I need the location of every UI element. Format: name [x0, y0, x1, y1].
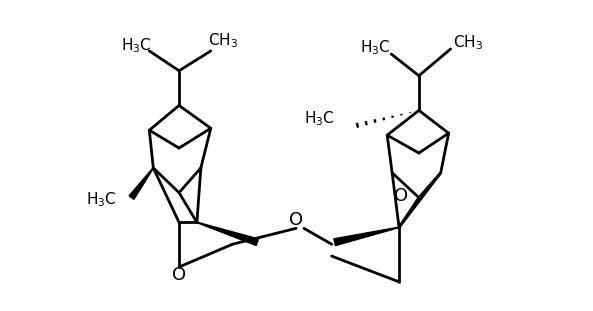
Polygon shape	[197, 222, 259, 245]
Text: H$_3$C: H$_3$C	[121, 37, 152, 55]
Text: H$_3$C: H$_3$C	[304, 109, 334, 128]
Text: H$_3$C: H$_3$C	[360, 39, 391, 57]
Polygon shape	[129, 168, 154, 199]
Text: CH$_3$: CH$_3$	[454, 34, 483, 52]
Text: CH$_3$: CH$_3$	[208, 32, 238, 50]
Text: O: O	[289, 211, 303, 230]
Text: O: O	[172, 266, 186, 284]
Text: H$_3$C: H$_3$C	[87, 190, 117, 209]
Text: O: O	[394, 187, 408, 205]
Polygon shape	[334, 227, 399, 246]
